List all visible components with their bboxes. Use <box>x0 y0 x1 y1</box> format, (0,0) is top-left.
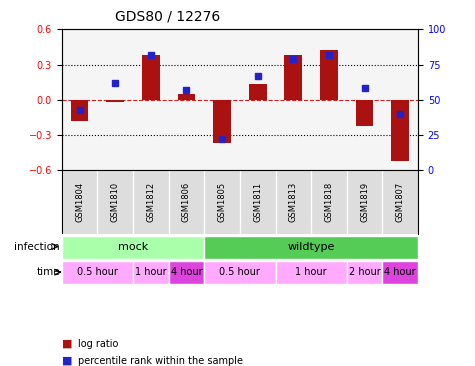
Text: 4 hour: 4 hour <box>171 267 202 277</box>
FancyBboxPatch shape <box>204 261 276 284</box>
Text: mock: mock <box>118 242 148 251</box>
Text: GSM1807: GSM1807 <box>396 182 405 222</box>
Bar <box>213 100 231 143</box>
Text: GSM1811: GSM1811 <box>253 182 262 222</box>
Text: 0.5 hour: 0.5 hour <box>219 267 260 277</box>
Text: GDS80 / 12276: GDS80 / 12276 <box>115 10 220 24</box>
Bar <box>391 100 409 161</box>
FancyBboxPatch shape <box>169 261 204 284</box>
Text: ■: ■ <box>62 339 72 349</box>
FancyBboxPatch shape <box>204 236 418 259</box>
Bar <box>356 100 373 126</box>
Text: wildtype: wildtype <box>287 242 335 251</box>
FancyBboxPatch shape <box>62 236 204 259</box>
Bar <box>71 100 88 121</box>
Text: GSM1813: GSM1813 <box>289 182 298 222</box>
Text: GSM1806: GSM1806 <box>182 182 191 222</box>
Text: log ratio: log ratio <box>78 339 119 349</box>
FancyBboxPatch shape <box>276 261 347 284</box>
Text: 1 hour: 1 hour <box>295 267 327 277</box>
FancyBboxPatch shape <box>62 261 133 284</box>
Text: 2 hour: 2 hour <box>349 267 380 277</box>
Text: GSM1805: GSM1805 <box>218 182 227 222</box>
Bar <box>285 55 302 100</box>
Bar <box>178 94 195 100</box>
Bar <box>106 100 124 102</box>
Bar <box>249 85 266 100</box>
Text: GSM1812: GSM1812 <box>146 182 155 222</box>
Bar <box>142 55 160 100</box>
FancyBboxPatch shape <box>347 261 382 284</box>
Text: GSM1804: GSM1804 <box>75 182 84 222</box>
Text: ■: ■ <box>62 355 72 366</box>
Text: GSM1819: GSM1819 <box>360 182 369 222</box>
Text: 1 hour: 1 hour <box>135 267 167 277</box>
Bar <box>320 51 338 100</box>
Text: 4 hour: 4 hour <box>384 267 416 277</box>
Text: time: time <box>37 267 60 277</box>
Text: GSM1818: GSM1818 <box>324 182 333 222</box>
Text: percentile rank within the sample: percentile rank within the sample <box>78 355 243 366</box>
Text: GSM1810: GSM1810 <box>111 182 120 222</box>
FancyBboxPatch shape <box>133 261 169 284</box>
Text: infection: infection <box>14 242 60 251</box>
Text: 0.5 hour: 0.5 hour <box>77 267 118 277</box>
FancyBboxPatch shape <box>382 261 418 284</box>
